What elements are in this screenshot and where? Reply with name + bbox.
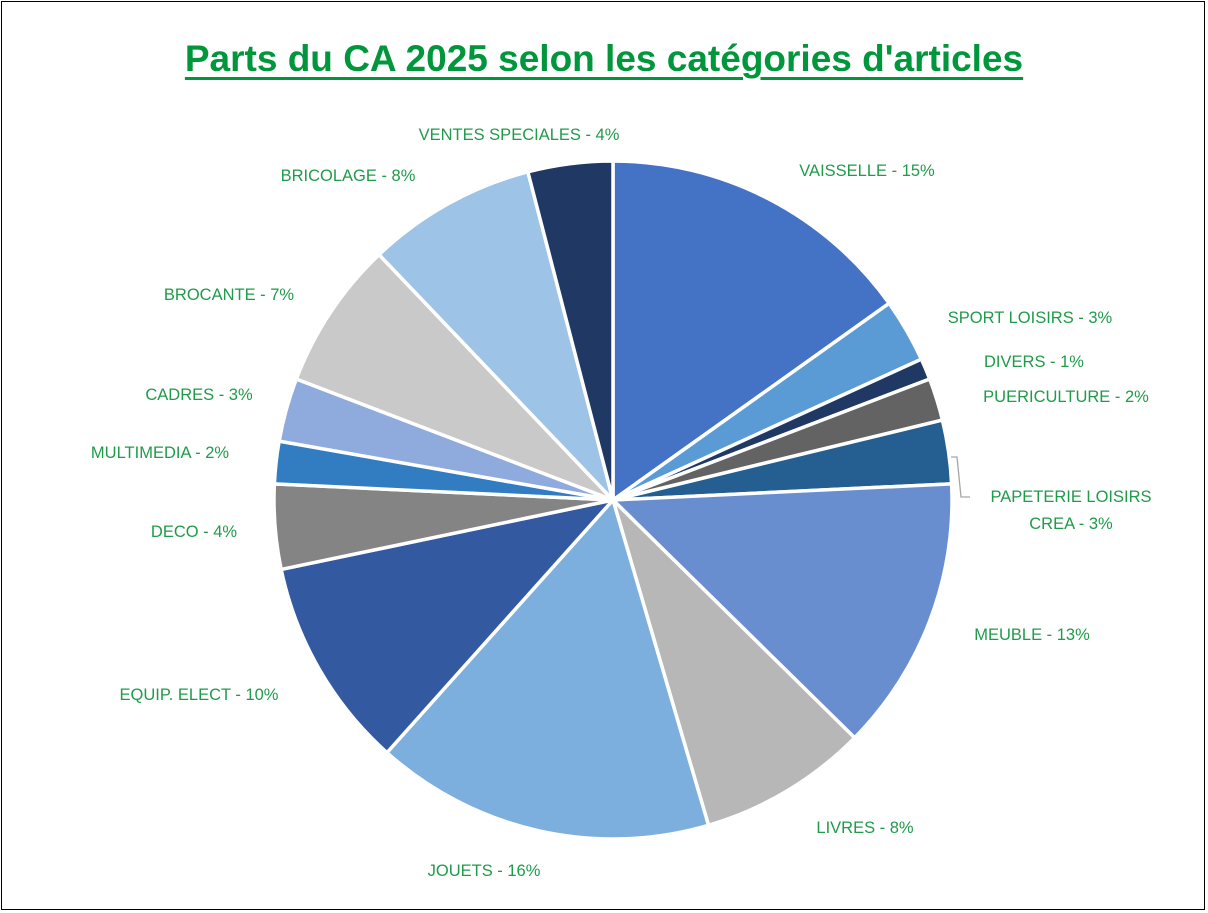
pie-slice-8 (385, 498, 711, 841)
slice-label-9: EQUIP. ELECT - 10% (120, 686, 279, 704)
slice-label-3: DIVERS - 1% (984, 353, 1084, 371)
slice-label-7: LIVRES - 8% (816, 819, 914, 837)
slice-label-8: JOUETS - 16% (428, 862, 541, 880)
slice-label-6: MEUBLE - 13% (974, 626, 1090, 644)
pie-slice-1 (611, 159, 891, 502)
slice-label-15: VENTES SPECIALES - 4% (419, 126, 620, 144)
pie-slice-9 (279, 498, 615, 755)
slice-label-11: MULTIMEDIA - 2% (91, 444, 229, 462)
pie-slice-13 (294, 252, 615, 502)
slice-label-1: VAISSELLE - 15% (799, 162, 935, 180)
pie-slice-14 (377, 170, 615, 502)
slice-label-12: CADRES - 3% (145, 386, 253, 404)
chart-title: Parts du CA 2025 selon les catégories d'… (184, 38, 1024, 79)
slice-label-4: PUERICULTURE - 2% (983, 388, 1149, 406)
slice-label-14: BRICOLAGE - 8% (281, 167, 416, 185)
slice-label-5: PAPETERIE LOISIRS CREA - 3% (990, 488, 1151, 533)
slice-label-2: SPORT LOISIRS - 3% (948, 309, 1113, 327)
slice-label-13: BROCANTE - 7% (164, 286, 295, 304)
pie-slice-15 (526, 159, 615, 502)
leader-line (951, 456, 970, 498)
slice-label-10: DECO - 4% (151, 523, 238, 541)
pie-slice-7 (611, 498, 857, 828)
pie-slice-6 (611, 482, 954, 740)
